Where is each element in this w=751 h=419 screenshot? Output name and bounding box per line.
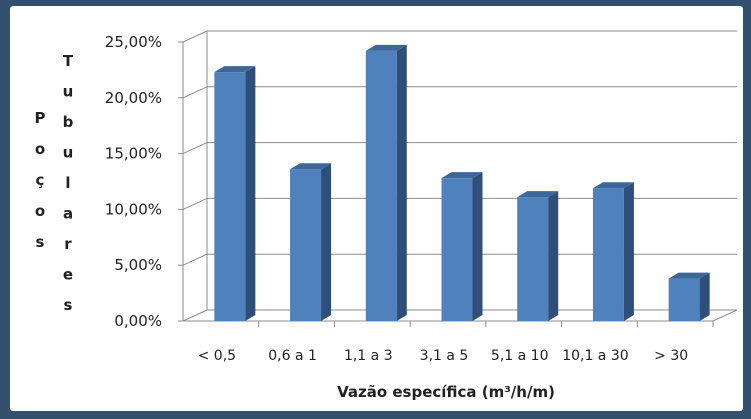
bar-top [365,44,407,51]
bar [214,66,256,321]
floor-edge [712,309,738,322]
bar-front [290,169,322,321]
bars [214,44,710,321]
bar-front [592,188,624,321]
axis-title-letter: b [63,113,74,131]
gridline-side [182,86,208,99]
axis-title-letter: a [63,205,73,223]
axis-title-letter: s [36,233,45,251]
bar [668,272,710,321]
bar-top [668,272,710,279]
axis-title-letter: u [63,144,74,162]
x-tick-labels: < 0,5 0,6 a 1 1,1 a 3 3,1 a 5 5,1 a 10 10,1 a… [198,321,714,364]
gridline-side [182,197,208,210]
bar-side [548,191,559,321]
x-tick-label: 3,1 a 5 [420,348,469,364]
bar-side [245,66,256,321]
axis-title-letter: P [35,109,46,127]
x-tick-label: 1,1 a 3 [344,348,393,364]
axis-title-letter: e [63,266,73,284]
y-tick-label: 15,00% [105,145,162,163]
gridline-side [182,309,208,322]
gridline-side [182,142,208,155]
gridline-side [182,253,208,266]
bar [517,191,559,321]
bar-side [699,272,710,321]
bar-side [396,44,407,321]
axis-title-letter: T [63,52,74,70]
bar [441,172,483,321]
y-tick-label: 25,00% [105,33,162,51]
bar-front [214,72,246,321]
gridline-side [182,30,208,43]
bar-top [517,191,559,198]
x-tick-label: < 0,5 [198,348,236,364]
axis-title-letter: o [35,202,45,220]
y-tick-label: 0,00% [114,312,162,330]
x-tick-label: 10,1 a 30 [562,348,628,364]
axis-title-letter: u [63,83,74,101]
bar [592,182,634,321]
axis-title-letter: l [65,174,70,192]
bar-side [623,182,634,321]
bar-top [441,172,483,179]
bar [365,44,407,321]
axis-title-letter: o [35,140,45,158]
x-tick-label: 5,1 a 10 [491,348,549,364]
axis-title-letter: s [64,296,73,314]
bar-side [472,172,483,321]
bar-top [214,66,256,73]
y-tick-label: 10,00% [105,200,162,218]
x-axis-title: Vazão específica (m³/h/m) [337,383,555,401]
bar-front [441,178,473,321]
x-tick-label: 0,6 a 1 [268,348,317,364]
bar-top [592,182,634,189]
y-tick-label: 5,00% [114,256,162,274]
bar-front [517,197,549,321]
axis-title-letter: ç [36,171,45,189]
bar-front [668,278,700,321]
bar-top [290,163,332,170]
y-tick-label: 20,00% [105,89,162,107]
y-tick-labels: 0,00% 5,00% 10,00% 15,00% 20,00% 25,00% [105,33,183,330]
axis-title-letter: r [64,235,72,253]
x-tick-label: > 30 [654,348,688,364]
bar [290,163,332,321]
bar-front [365,50,397,321]
bar-side [321,163,332,321]
